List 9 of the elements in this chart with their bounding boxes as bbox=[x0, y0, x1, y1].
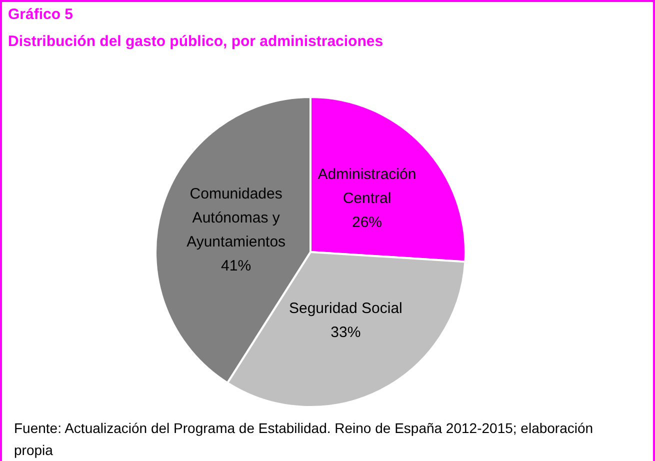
slice-label: Comunidades Autónomas y Ayuntamientos bbox=[186, 186, 286, 251]
slice-label: Administración Central bbox=[318, 166, 416, 208]
chart-title: Gráfico 5 bbox=[8, 6, 74, 23]
source-note: Fuente: Actualización del Programa de Estabilidad. Reino de España 2012-2015; elaboración propia bbox=[14, 419, 594, 460]
data-label: 41% bbox=[221, 258, 252, 275]
chart-subtitle: Distribución del gasto público, por administraciones bbox=[8, 33, 384, 50]
data-label: 33% bbox=[330, 324, 361, 342]
data-label: 26% bbox=[352, 214, 382, 232]
slice-label: Seguridad Social bbox=[288, 300, 402, 318]
